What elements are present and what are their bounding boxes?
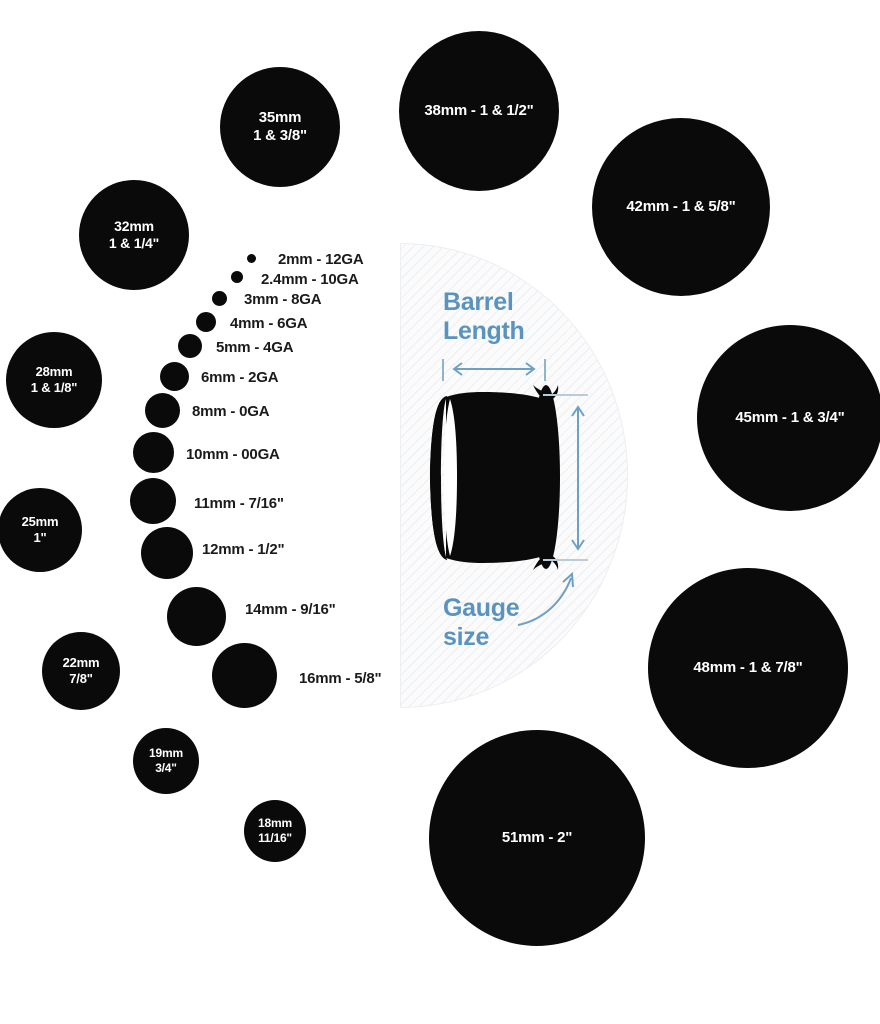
size-dot-label: 2mm - 12GA	[278, 251, 364, 268]
barrel-length-line2: Length	[443, 316, 525, 345]
size-disc: 51mm - 2"	[429, 730, 645, 946]
size-disc-line2: 1 & 1/8"	[30, 380, 78, 395]
gauge-size-line2: size	[443, 622, 490, 651]
size-dot	[130, 478, 176, 524]
size-disc: 19mm 3/4"	[133, 728, 199, 794]
size-disc: 42mm - 1 & 5/8"	[592, 118, 770, 296]
size-disc: 35mm 1 & 3/8"	[220, 67, 340, 187]
size-dot	[160, 362, 189, 391]
size-dot	[141, 527, 193, 579]
size-disc: 22mm 7/8"	[42, 632, 120, 710]
size-disc-line1: 19mm	[149, 746, 183, 761]
size-disc: 25mm 1"	[0, 488, 82, 572]
size-dot-label: 10mm - 00GA	[186, 446, 280, 463]
size-disc-line2: 3/4"	[155, 761, 177, 775]
size-disc-line1: 18mm	[258, 816, 292, 831]
size-dot-label: 11mm - 7/16"	[194, 495, 284, 512]
size-disc-line2: 1 & 3/8"	[253, 127, 307, 144]
size-disc-line2: 1"	[33, 530, 47, 545]
size-disc-line1: 28mm	[35, 364, 73, 380]
size-dot-label: 6mm - 2GA	[201, 369, 279, 386]
size-dot	[212, 291, 227, 306]
size-disc-line1: 45mm - 1 & 3/4"	[735, 408, 845, 426]
size-dot-label: 8mm - 0GA	[192, 403, 270, 420]
size-dot	[231, 271, 243, 283]
size-disc: 18mm 11/16"	[244, 800, 306, 862]
size-dot-label: 12mm - 1/2"	[202, 541, 285, 558]
size-dot	[178, 334, 202, 358]
size-disc-line1: 35mm	[258, 108, 302, 126]
gauge-size-callout: Gauge size	[443, 594, 520, 651]
size-disc: 45mm - 1 & 3/4"	[697, 325, 880, 511]
size-disc-line1: 48mm - 1 & 7/8"	[693, 658, 803, 676]
size-disc-line1: 32mm	[114, 217, 154, 234]
size-disc: 32mm 1 & 1/4"	[79, 180, 189, 290]
size-dot-label: 5mm - 4GA	[216, 339, 294, 356]
barrel-length-callout: Barrel Length	[443, 288, 525, 345]
size-disc-line2: 7/8"	[69, 671, 93, 686]
size-disc-line2: 11/16"	[258, 831, 292, 845]
size-disc: 38mm - 1 & 1/2"	[399, 31, 559, 191]
size-dot-label: 16mm - 5/8"	[299, 670, 382, 687]
barrel-length-line1: Barrel	[443, 288, 514, 316]
size-disc-line2: 1 & 1/4"	[108, 235, 160, 251]
size-dot	[133, 432, 174, 473]
size-dot-label: 4mm - 6GA	[230, 315, 308, 332]
size-dot	[196, 312, 216, 332]
size-dot-label: 3mm - 8GA	[244, 291, 322, 308]
size-disc-line1: 42mm - 1 & 5/8"	[626, 197, 736, 215]
size-dot	[247, 254, 256, 263]
size-disc: 48mm - 1 & 7/8"	[648, 568, 848, 768]
size-disc-line1: 51mm - 2"	[501, 828, 573, 846]
gauge-size-line1: Gauge	[443, 594, 520, 622]
size-dot-label: 2.4mm - 10GA	[261, 271, 359, 288]
size-disc-line1: 25mm	[21, 514, 59, 530]
size-disc-line1: 38mm - 1 & 1/2"	[424, 101, 534, 119]
size-dot	[145, 393, 180, 428]
size-dot	[212, 643, 277, 708]
size-disc-line1: 22mm	[62, 655, 100, 671]
size-disc: 28mm 1 & 1/8"	[6, 332, 102, 428]
size-dot	[167, 587, 226, 646]
size-dot-label: 14mm - 9/16"	[245, 601, 336, 618]
